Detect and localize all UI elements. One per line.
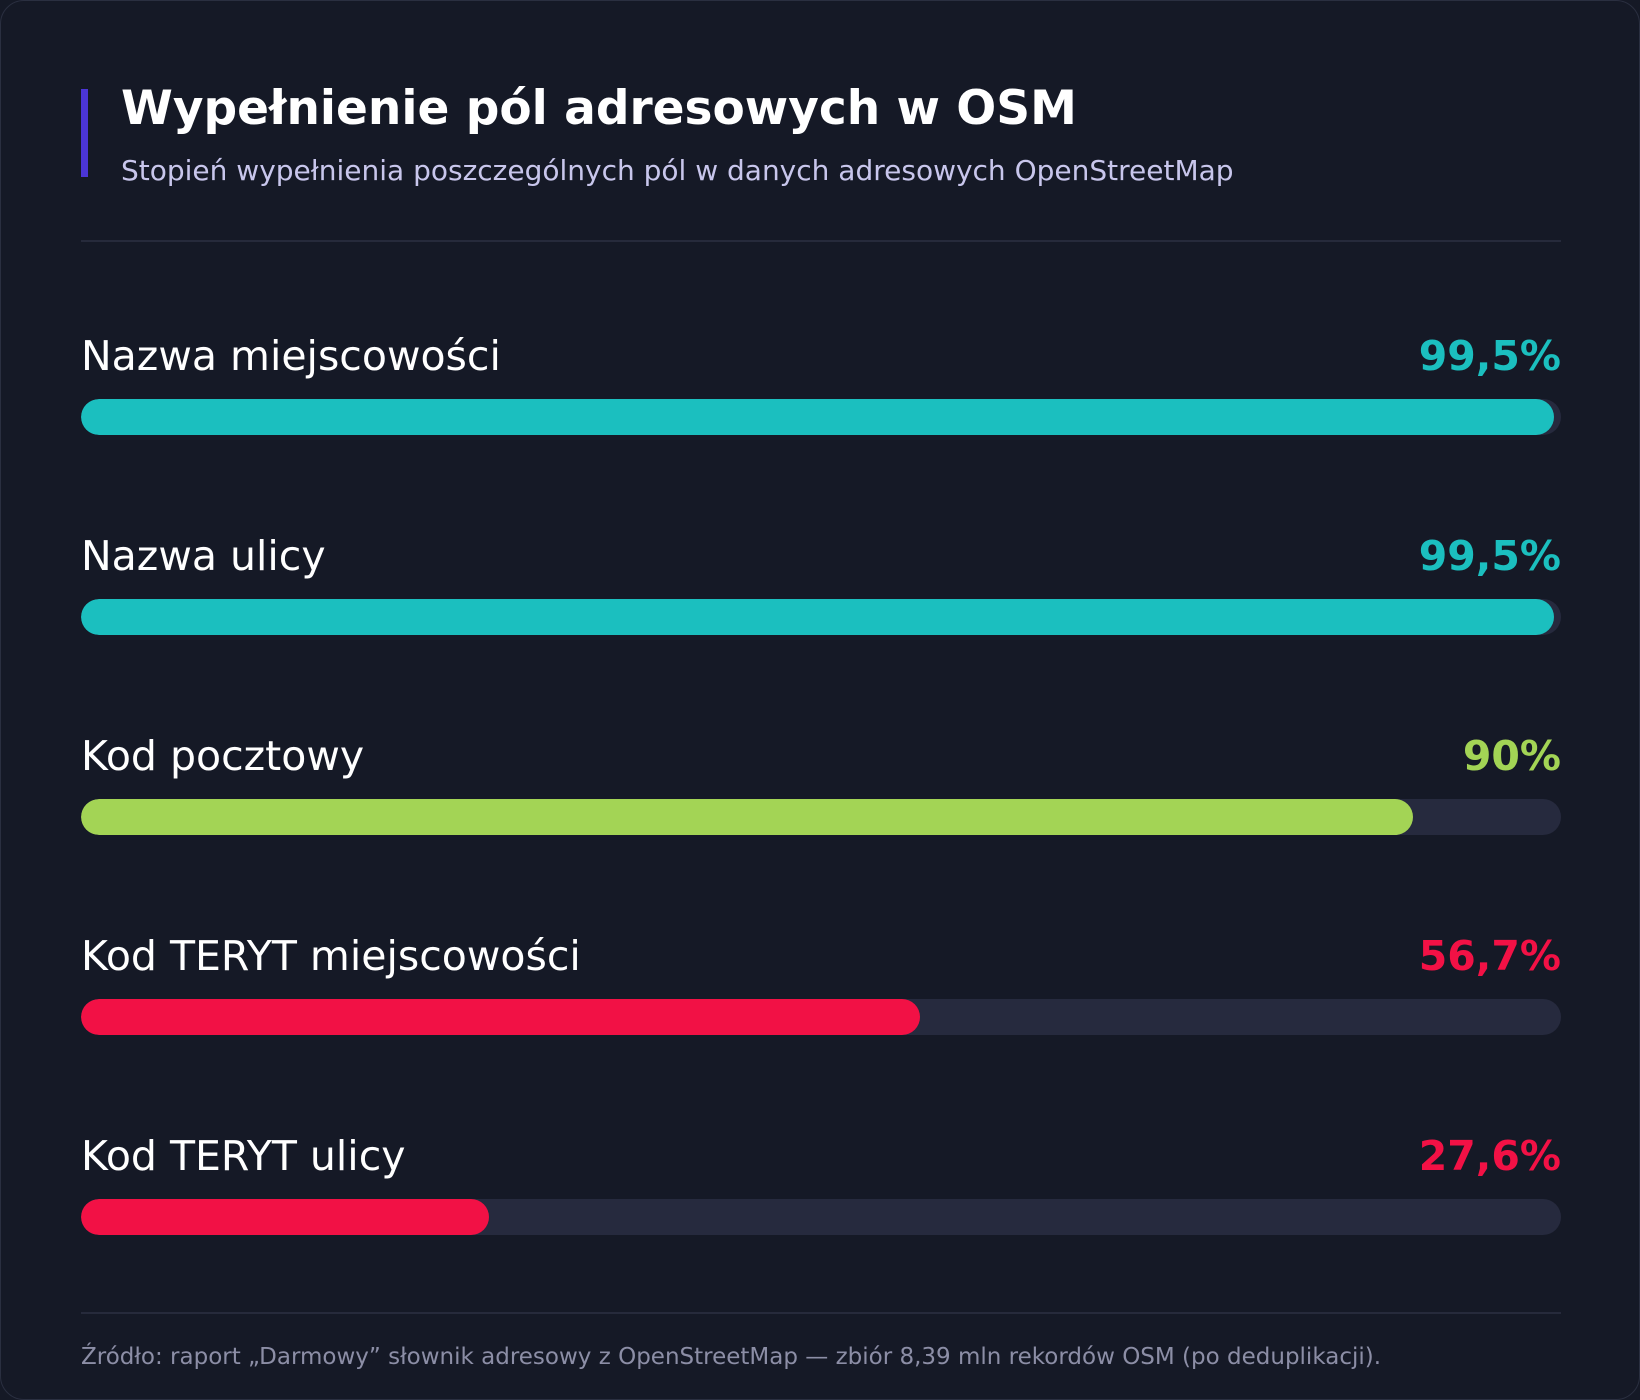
bar-label: Kod pocztowy (81, 732, 365, 780)
bar-fill (81, 799, 1413, 835)
source-note: Źródło: raport „Darmowy” słownik adresow… (81, 1344, 1382, 1370)
chart-title: Wypełnienie pól adresowych w OSM (121, 81, 1077, 136)
bar-label: Kod TERYT miejscowości (81, 932, 581, 980)
bar-track (81, 599, 1561, 635)
bar-value-label: 90% (1462, 732, 1561, 780)
bar-row: Kod TERYT miejscowości 56,7% (81, 931, 1561, 1041)
bar-value-label: 99,5% (1418, 532, 1561, 580)
bar-track (81, 799, 1561, 835)
bar-value-label: 56,7% (1418, 932, 1561, 980)
bar-label: Kod TERYT ulicy (81, 1132, 406, 1180)
bar-fill (81, 999, 920, 1035)
bar-row: Nazwa ulicy 99,5% (81, 531, 1561, 641)
bar-row: Kod pocztowy 90% (81, 731, 1561, 841)
bar-fill (81, 599, 1554, 635)
bar-row: Kod TERYT ulicy 27,6% (81, 1131, 1561, 1241)
bar-value-label: 27,6% (1418, 1132, 1561, 1180)
header-divider (81, 240, 1561, 242)
bar-track (81, 1199, 1561, 1235)
footer-divider (81, 1312, 1561, 1314)
title-accent-bar (81, 89, 88, 177)
bar-label: Nazwa ulicy (81, 532, 326, 580)
bar-label: Nazwa miejscowości (81, 332, 501, 380)
bar-value-label: 99,5% (1418, 332, 1561, 380)
bar-track (81, 999, 1561, 1035)
bar-fill (81, 1199, 489, 1235)
bar-row: Nazwa miejscowości 99,5% (81, 331, 1561, 441)
chart-subtitle: Stopień wypełnienia poszczególnych pól w… (121, 154, 1234, 187)
bar-track (81, 399, 1561, 435)
bar-fill (81, 399, 1554, 435)
